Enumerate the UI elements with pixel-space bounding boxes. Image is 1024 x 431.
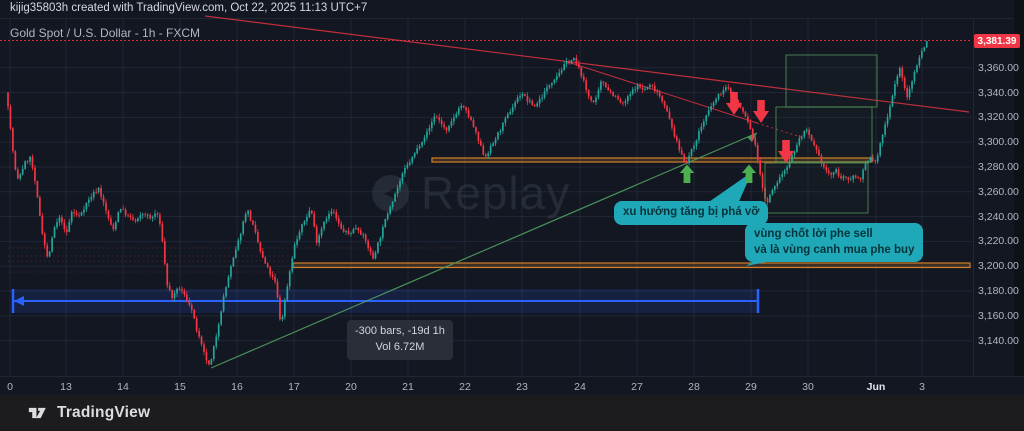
time-tick-label: 28 [688,381,700,393]
time-tick-label: 16 [231,381,243,393]
replay-watermark-label: Replay [421,167,571,219]
chart-pane[interactable] [0,18,1024,377]
price-tick-label: 3,180.00 [978,285,1019,298]
signal-arrows[interactable] [679,92,794,184]
price-tick-label: 3,360.00 [978,61,1019,74]
last-price-badge: 3,381.39 [974,34,1020,48]
price-axis[interactable]: 3,360.00 3,340.00 3,320.00 3,300.00 3,280.00… [973,18,1024,376]
attribution-text: kijig35803h created with TradingView.com… [10,2,368,14]
ascending-trendline[interactable] [210,132,758,369]
callout-broken-trend[interactable]: xu hướng tăng bị phá vỡ [614,201,769,225]
price-tick-label: 3,160.00 [978,309,1019,322]
time-tick-label: 21 [402,381,414,393]
up-arrow-marker[interactable] [679,164,695,184]
time-tick-label: 24 [574,381,586,393]
price-tick-label: 3,320.00 [978,111,1019,124]
price-tick-label: 3,200.00 [978,260,1019,273]
measure-tool-label[interactable]: -300 bars, -19d 1h Vol 6.72M [347,320,453,360]
tradingview-logo[interactable]: TradingView [28,404,150,422]
right-scroll-gutter[interactable] [1014,0,1024,395]
trend-lines[interactable] [204,15,970,369]
broken-uptrend-line[interactable] [567,61,758,124]
time-tick-label: 23 [516,381,528,393]
tradingview-logo-text: TradingView [57,404,151,421]
price-tick-label: 3,240.00 [978,210,1019,223]
up-arrow-marker[interactable] [741,164,757,184]
callout-profit-zone-line1: vùng chốt lời phe sell [754,228,873,240]
time-tick-label: 3 [919,381,925,393]
tradingview-logo-icon [28,407,46,419]
down-arrow-marker[interactable] [753,100,769,123]
descending-resistance-line[interactable] [204,15,970,113]
down-arrow-marker[interactable] [726,92,742,115]
measure-bars-text: -300 bars, -19d 1h [355,325,445,337]
callout-profit-zone-line2: và là vùng canh mua phe buy [754,243,915,256]
candles-layer [7,40,928,366]
green-zone-boxes[interactable] [764,54,878,214]
time-tick-label: 29 [745,381,757,393]
time-tick-label: 17 [288,381,300,393]
chart-canvas[interactable] [0,0,1024,395]
price-tick-label: 3,260.00 [978,185,1019,198]
time-tick-label: 14 [117,381,129,393]
price-tick-label: 3,280.00 [978,160,1019,173]
time-tick-label: 30 [802,381,814,393]
price-tick-label: 3,300.00 [978,136,1019,149]
price-tick-label: 3,140.00 [978,334,1019,347]
symbol-title[interactable]: Gold Spot / U.S. Dollar - 1h - FXCM [10,26,201,40]
dotted-levels [8,247,460,273]
time-tick-label: 22 [459,381,471,393]
measure-volume-text: Vol 6.72M [375,340,425,353]
price-tick-label: 3,220.00 [978,235,1019,248]
grid-layer [0,18,972,376]
down-arrow-marker[interactable] [778,140,794,163]
time-tick-label: 0 [7,381,13,393]
callout-profit-zone[interactable]: vùng chốt lời phe sell và là vùng canh m… [745,223,924,263]
price-tick-label: 3,340.00 [978,86,1019,99]
time-tick-label: 13 [60,381,72,393]
time-tick-label: 20 [345,381,357,393]
time-axis[interactable]: 0 13 14 15 16 17 20 21 22 23 24 27 28 29 30 Jun 3 [0,376,1024,396]
footer-bar: TradingView [0,395,1024,431]
time-tick-label: Jun [866,381,886,393]
callout-broken-trend-text: xu hướng tăng bị phá vỡ [623,206,760,218]
time-tick-label: 15 [174,381,186,393]
time-tick-label: 27 [631,381,643,393]
